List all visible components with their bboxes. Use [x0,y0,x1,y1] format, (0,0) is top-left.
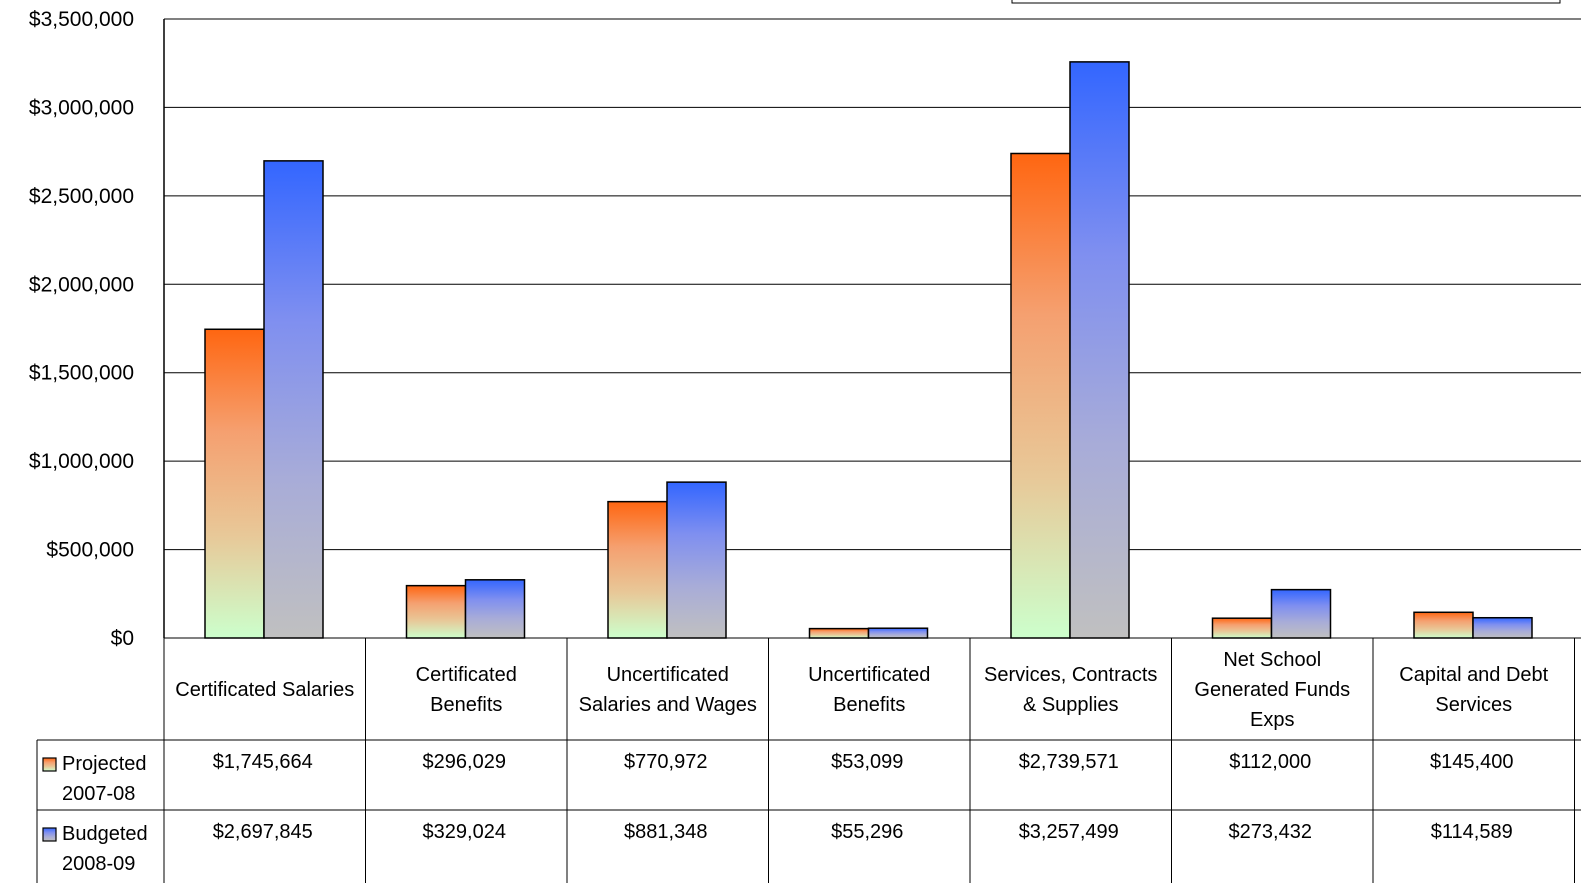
category-label: Capital and Debt [1399,664,1548,686]
legend-swatch-2 [42,827,57,842]
data-label: $2,697,845 [213,821,313,843]
bar-series-2-cat-7 [1472,616,1533,639]
category-label: Services [1435,694,1512,716]
data-label: $55,296 [831,821,903,843]
y-tick-label: $3,000,000 [29,96,134,119]
category-label: & Supplies [1023,694,1119,716]
data-label: $112,000 [1229,751,1311,773]
y-tick-label: $0 [111,627,134,650]
category-label: Exps [1250,709,1294,731]
bar-series-2-cat-2 [464,579,526,639]
category-label: Uncertificated [607,664,729,686]
data-label: $3,257,499 [1019,821,1119,843]
category-label: Certificated Salaries [175,679,354,701]
bar-series-1-cat-5 [1010,152,1071,639]
data-label: $114,589 [1431,821,1513,843]
bar-series-2-cat-6 [1270,588,1332,639]
bar-series-2-cat-5 [1069,61,1130,639]
y-axis: $0 $500,000 $1,000,000 $1,500,000 $2,000,000… [29,8,165,650]
bar-series-1-cat-7 [1413,611,1474,639]
legend-label: 2007-08 [62,783,135,805]
data-label: $329,024 [423,821,506,843]
data-label: $296,029 [423,751,506,773]
bar-series-1-cat-1 [204,328,265,639]
bar-series-1-cat-2 [405,584,467,639]
bar-series-1-cat-3 [607,500,668,639]
y-tick-label: $500,000 [46,539,134,562]
bars [204,61,1533,639]
data-label: $2,739,571 [1019,751,1119,773]
category-label: Benefits [833,694,905,716]
category-label: Uncertificated [808,664,930,686]
bar-series-2-cat-3 [666,481,727,639]
legend-box-edge [1011,0,1561,4]
legend-label: 2008-09 [62,853,135,875]
data-label: $145,400 [1430,751,1513,773]
data-label: $273,432 [1229,821,1312,843]
y-tick-label: $2,000,000 [29,273,134,296]
bar-series-2-cat-4 [867,627,929,639]
data-label: $53,099 [831,751,903,773]
bar-series-1-cat-6 [1211,617,1273,639]
bar-series-1-cat-4 [808,627,870,639]
category-label: Generated Funds [1194,679,1350,701]
category-label: Benefits [430,694,502,716]
data-label: $881,348 [624,821,707,843]
legend-label: Budgeted [62,823,148,845]
data-label: $770,972 [624,751,707,773]
category-label: Certificated [416,664,517,686]
gridlines [164,18,1581,551]
y-tick-label: $3,500,000 [29,8,134,31]
data-label: $1,745,664 [213,751,313,773]
y-tick-label: $1,000,000 [29,450,134,473]
y-tick-label: $2,500,000 [29,185,134,208]
data-table: Certificated Salaries Certificated Benefit… [36,637,1581,883]
category-label: Net School [1223,649,1321,671]
bar-series-2-cat-1 [263,160,324,639]
legend-label: Projected [62,753,147,775]
category-label: Salaries and Wages [579,694,757,716]
category-label: Services, Contracts [984,664,1157,686]
legend-swatch-1 [42,757,57,772]
y-tick-label: $1,500,000 [29,362,134,385]
